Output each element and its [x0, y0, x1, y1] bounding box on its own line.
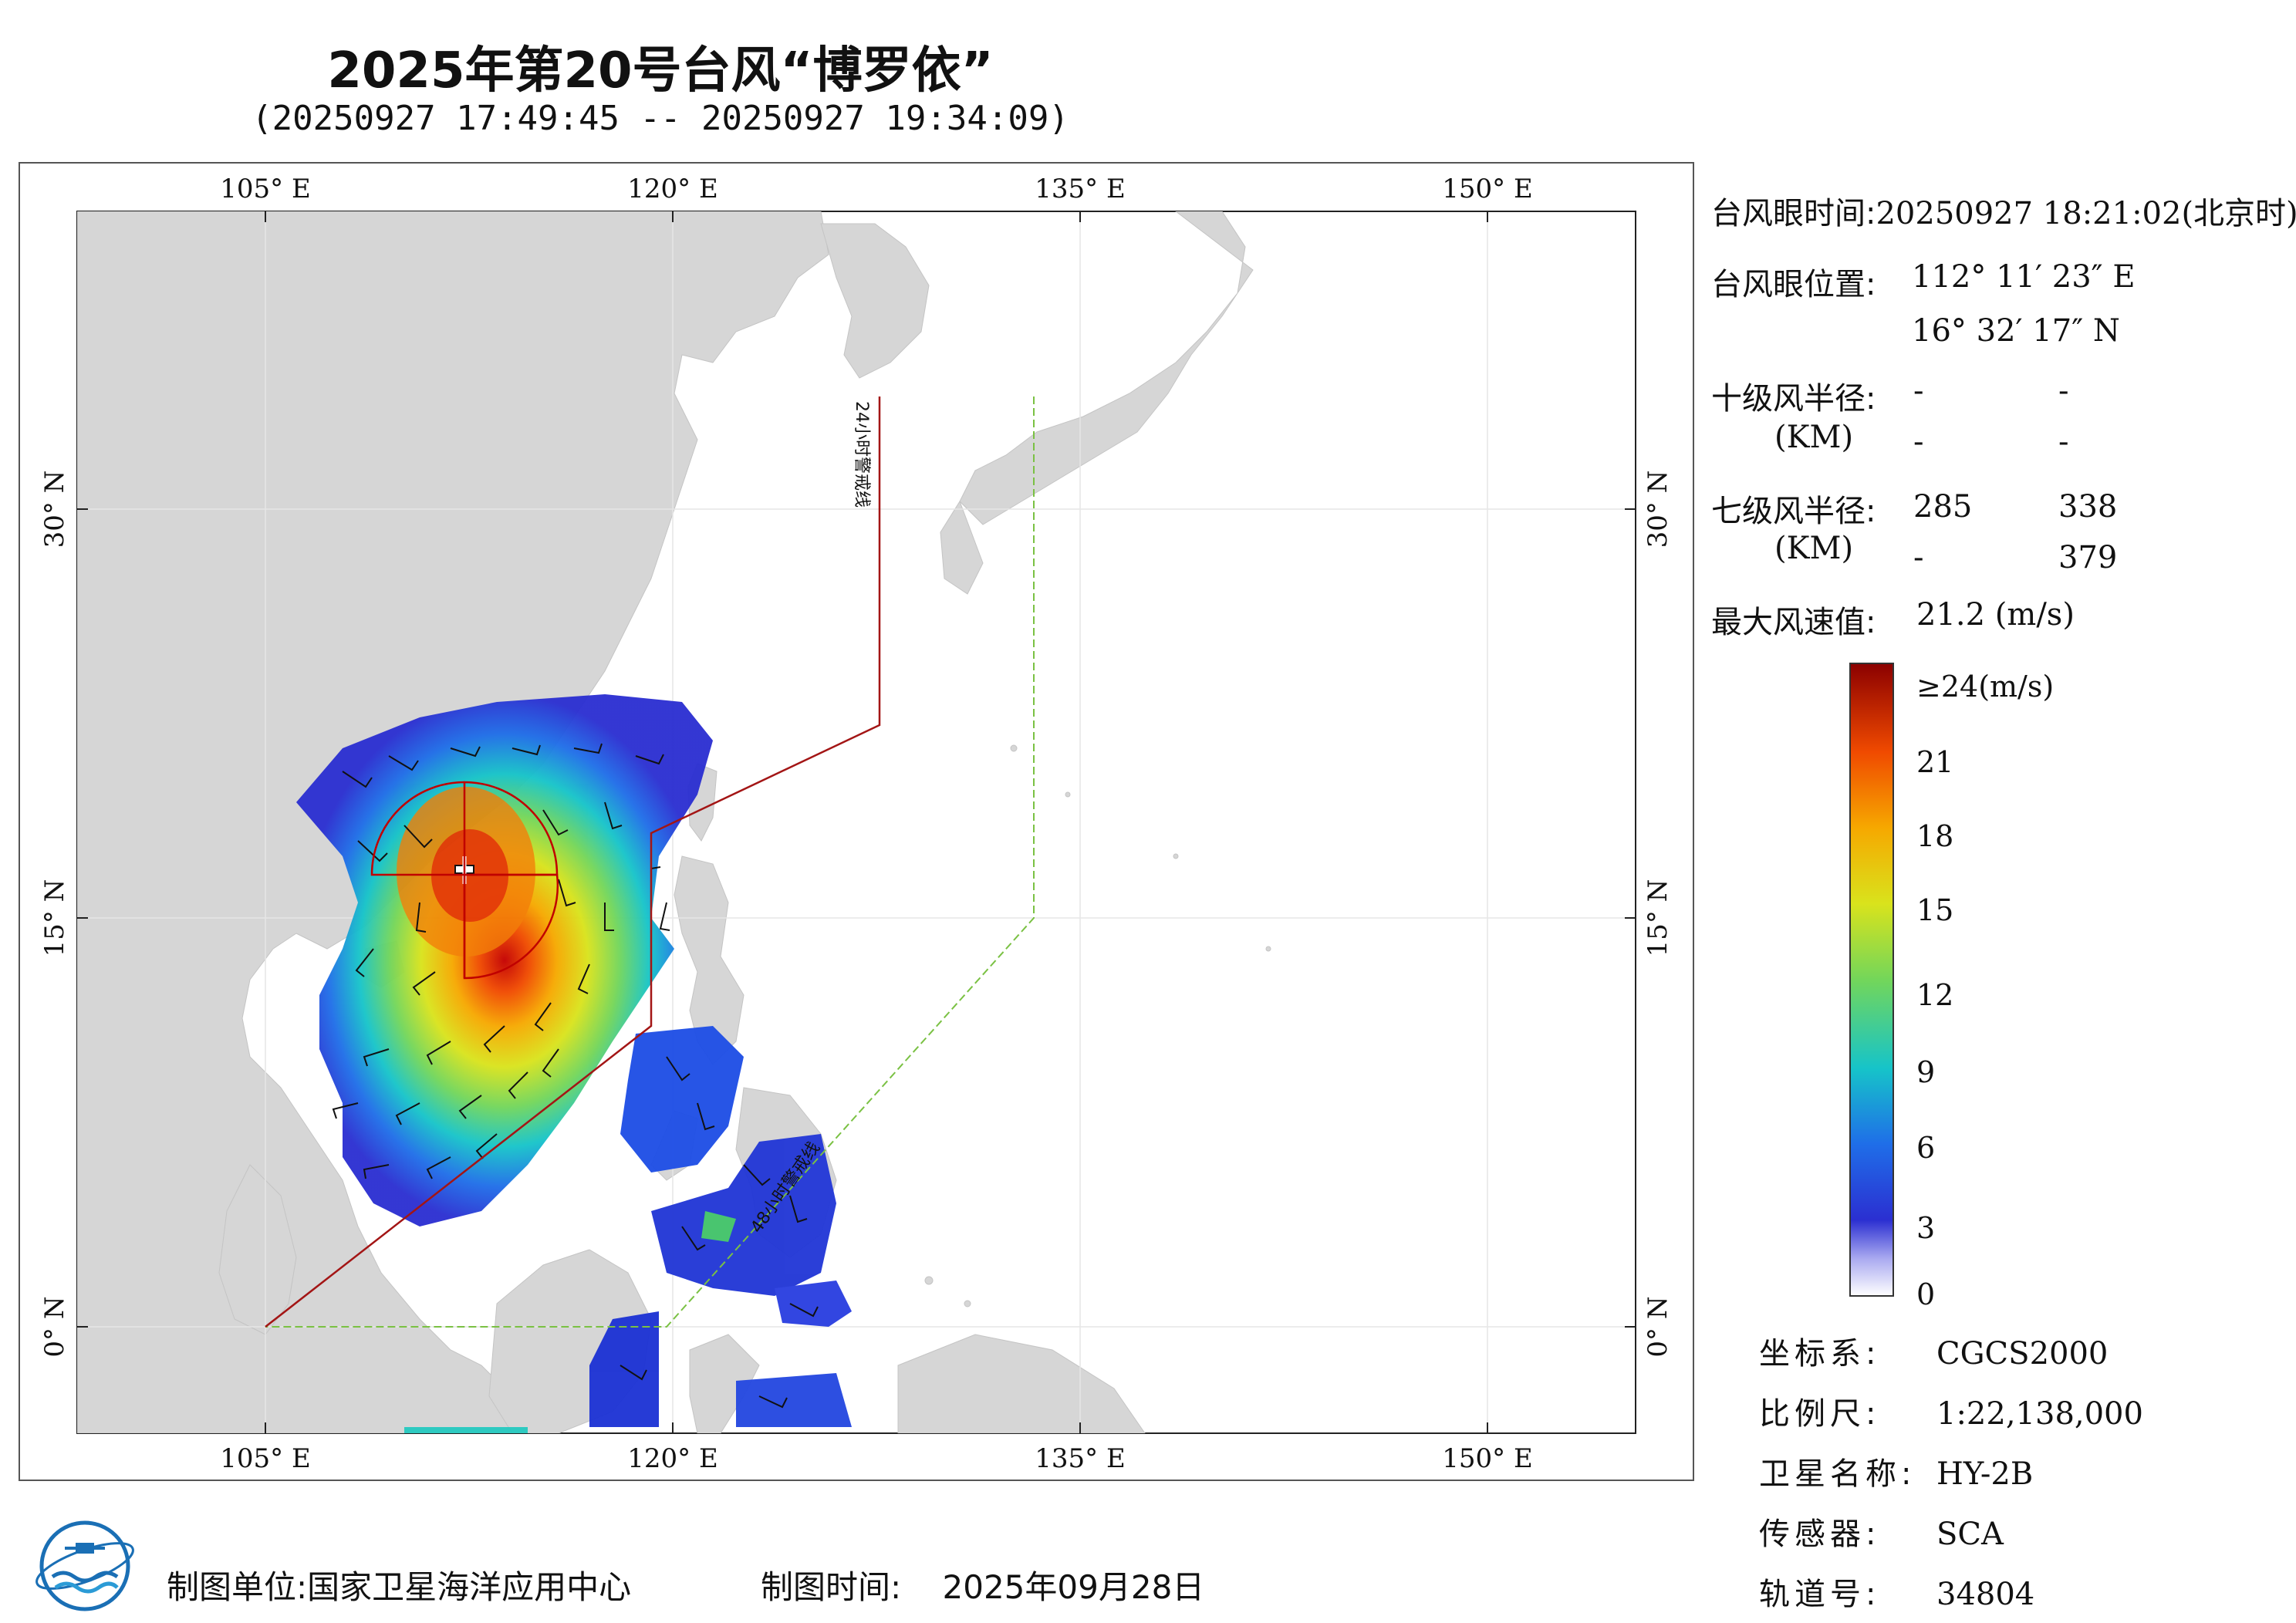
lat-label-left: 30° N: [39, 471, 70, 548]
warning-line-48h: [265, 396, 1035, 1328]
colorbar-label: 12: [1916, 978, 1954, 1012]
sensor-row: 传感器: SCA: [1759, 1517, 2004, 1552]
eye-position-label: 台风眼位置:: [1711, 267, 1876, 302]
colorbar-label: 21: [1916, 745, 1954, 779]
lat-label-right: 30° N: [1643, 471, 1673, 548]
eye-position-row: 台风眼位置:: [1711, 259, 1876, 304]
footer-date-label: 制图时间:: [761, 1568, 902, 1606]
time-range-subtitle: (20250927 17:49:45 -- 20250927 19:34:09): [252, 99, 1069, 138]
r7-label: 七级风半径:: [1711, 494, 1876, 529]
r10-value: -: [2058, 373, 2069, 409]
r7-value: 379: [2058, 540, 2118, 575]
lat-label-left: 15° N: [39, 879, 70, 957]
orbit-row: 轨道号: 34804: [1759, 1577, 2035, 1612]
lon-label-bottom: 150° E: [1442, 1443, 1533, 1474]
lat-label-left: 0° N: [39, 1296, 70, 1357]
lon-label-top: 105° E: [220, 174, 311, 204]
lon-label-bottom: 135° E: [1035, 1443, 1126, 1474]
r7-km-label: (KM): [1774, 531, 1854, 566]
colorbar-label: 0: [1916, 1277, 1936, 1311]
colorbar-label: 9: [1916, 1055, 1936, 1089]
footer-org-value: 国家卫星海洋应用中心: [307, 1568, 632, 1606]
r10-value: -: [1913, 373, 1924, 409]
footer-date: 制图时间: 2025年09月28日: [761, 1561, 1204, 1608]
wind-barbs: [332, 743, 819, 1409]
eye-time-label: 台风眼时间:: [1711, 196, 1876, 231]
footer-date-value: 2025年09月28日: [942, 1568, 1205, 1606]
warning-line-24h-label: 24小时警戒线: [852, 401, 871, 508]
lon-label-bottom: 105° E: [220, 1443, 311, 1474]
map-title: 2025年第20号台风“博罗依”: [327, 42, 994, 100]
nsoas-logo: [35, 1520, 134, 1611]
footer-org-label: 制图单位:: [167, 1568, 308, 1606]
eye-latitude: 16° 32′ 17″ N: [1912, 313, 2120, 349]
max-wind-value: 21.2 (m/s): [1916, 597, 2075, 633]
max-wind-label: 最大风速值:: [1711, 605, 1876, 640]
lon-label-bottom: 120° E: [627, 1443, 718, 1474]
eye-longitude: 112° 11′ 23″ E: [1912, 259, 2136, 295]
warning-line-24h: [265, 396, 881, 1328]
wind-speed-colorbar: [1849, 663, 1894, 1297]
colorbar-label: 3: [1916, 1211, 1936, 1245]
sensor-value: SCA: [1936, 1517, 2004, 1552]
r10-km-label: (KM): [1774, 420, 1854, 455]
colorbar-label: ≥24(m/s): [1916, 670, 2055, 704]
eye-time-value: 20250927 18:21:02(北京时): [1876, 196, 2296, 231]
footer-org: 制图单位:国家卫星海洋应用中心: [167, 1561, 631, 1608]
satellite-value: HY-2B: [1936, 1456, 2034, 1492]
r10-label: 十级风半径:: [1711, 381, 1876, 417]
wind-radius-7-quadrants: [370, 781, 559, 980]
typhoon-wind-map[interactable]: 24小时警戒线 48小时警戒线 105° E 120° E 135° E 150…: [19, 162, 1694, 1481]
frame-ticks: [77, 211, 1636, 1433]
r10-value: -: [2058, 424, 2069, 460]
wind-field-swath: [296, 694, 852, 1433]
orbit-value: 34804: [1936, 1577, 2035, 1612]
lon-label-top: 135° E: [1035, 174, 1126, 204]
r7-value: 285: [1913, 489, 1973, 525]
scale-row: 比例尺: 1:22,138,000: [1759, 1396, 2143, 1432]
satellite-row: 卫星名称: HY-2B: [1759, 1456, 2034, 1492]
r7-value: -: [1913, 540, 1924, 575]
colorbar-label: 15: [1916, 893, 1954, 927]
eye-time-row: 台风眼时间:20250927 18:21:02(北京时): [1711, 188, 2296, 233]
colorbar-label: 6: [1916, 1131, 1936, 1165]
lat-label-right: 15° N: [1643, 879, 1673, 957]
max-wind-row: 最大风速值:: [1711, 597, 1876, 642]
r10-value: -: [1913, 424, 1924, 460]
lat-label-right: 0° N: [1643, 1296, 1673, 1357]
scale-value: 1:22,138,000: [1936, 1396, 2143, 1432]
colorbar-label: 18: [1916, 819, 1954, 853]
lon-label-top: 150° E: [1442, 174, 1533, 204]
r7-value: 338: [2058, 489, 2118, 525]
crs-value: CGCS2000: [1936, 1336, 2109, 1372]
lon-label-top: 120° E: [627, 174, 718, 204]
crs-row: 坐标系: CGCS2000: [1759, 1336, 2109, 1372]
